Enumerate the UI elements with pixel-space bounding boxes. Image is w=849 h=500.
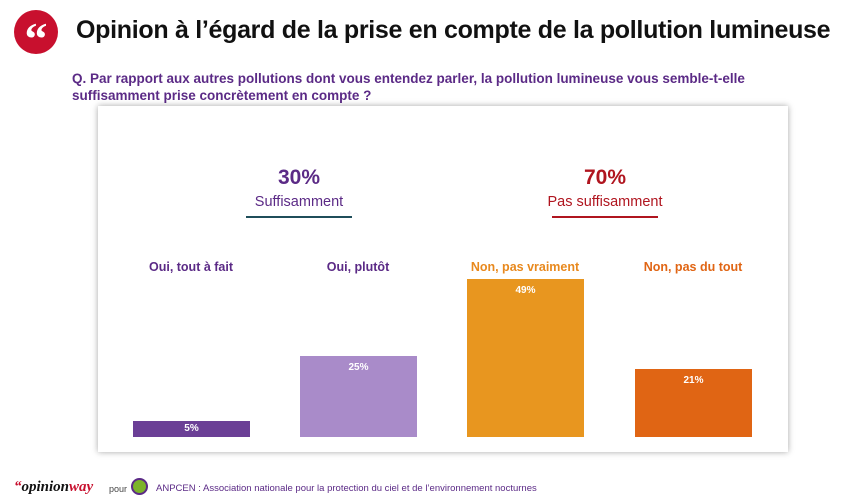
- bar-value-label: 25%: [348, 362, 369, 373]
- question-line-2: suffisamment prise concrètement en compt…: [72, 88, 372, 103]
- question-line-1: Q. Par rapport aux autres pollutions don…: [72, 71, 745, 86]
- bar-value-label: 5%: [184, 423, 199, 434]
- quote-logo-icon: “: [14, 10, 58, 62]
- bar: 25%: [300, 356, 417, 437]
- bar: 5%: [133, 421, 250, 437]
- chart-panel: 30% Suffisamment 70% Pas suffisamment Ou…: [98, 106, 788, 452]
- category-label: Oui, tout à fait: [148, 260, 234, 274]
- summary-underline: [246, 216, 352, 218]
- summary-suffisamment: 30% Suffisamment: [199, 166, 399, 218]
- summary-label: Pas suffisamment: [547, 194, 663, 210]
- category-label: Non, pas vraiment: [470, 260, 580, 274]
- bar-value-label: 49%: [515, 285, 536, 296]
- summary-percent: 30%: [277, 166, 321, 189]
- pour-text: pour: [109, 484, 128, 494]
- opinionway-logo: “opinionway: [14, 479, 93, 496]
- category-label: Oui, plutôt: [326, 260, 390, 274]
- anpcen-logo-icon: [131, 478, 148, 495]
- summary-pas-suffisamment: 70% Pas suffisamment: [505, 166, 705, 218]
- category-label: Non, pas du tout: [643, 260, 743, 274]
- anpcen-text: ANPCEN : Association nationale pour la p…: [156, 483, 537, 494]
- bar-value-label: 21%: [683, 375, 704, 386]
- footer: “opinionway pour ANPCEN : Association na…: [0, 476, 849, 500]
- quote-glyph: “: [24, 13, 48, 64]
- question-text: Q. Par rapport aux autres pollutions don…: [72, 70, 772, 104]
- bar: 49%: [467, 279, 584, 437]
- brand-way: way: [69, 479, 94, 495]
- summary-underline: [552, 216, 658, 218]
- page-title: Opinion à l’égard de la prise en compte …: [76, 16, 831, 44]
- brand-opinion: opinion: [21, 479, 70, 495]
- bar: 21%: [635, 369, 752, 437]
- brand-quote: “: [14, 479, 22, 495]
- summary-percent: 70%: [583, 166, 627, 189]
- summary-label: Suffisamment: [254, 194, 344, 210]
